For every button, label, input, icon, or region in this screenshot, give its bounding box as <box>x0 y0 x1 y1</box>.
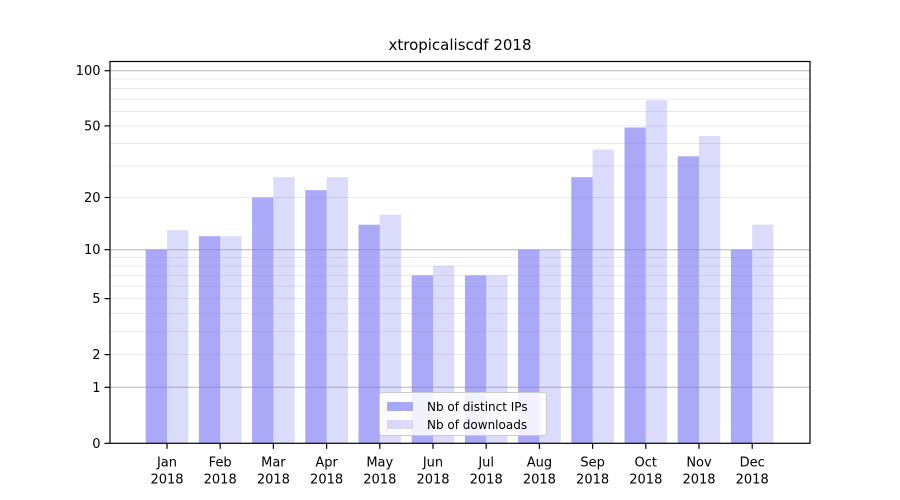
bar-distinct-ips-apr <box>305 190 327 444</box>
bar-distinct-ips-oct <box>624 127 646 444</box>
bar-downloads-sep <box>592 149 614 444</box>
y-tick-label-10: 10 <box>84 243 101 258</box>
x-tick-label-month-apr: Apr <box>315 456 338 471</box>
legend-label-distinct-ips: Nb of distinct IPs <box>427 399 528 414</box>
bar-distinct-ips-sep <box>571 177 593 444</box>
bar-downloads-may <box>379 214 402 444</box>
bar-downloads-jan <box>167 230 189 444</box>
x-tick-label-month-mar: Mar <box>261 456 286 471</box>
x-tick-label-month-sep: Sep <box>580 456 605 471</box>
x-tick-label-month-jun: Jun <box>422 456 443 471</box>
bar-downloads-feb <box>220 236 242 444</box>
y-tick-label-0: 0 <box>92 437 100 452</box>
x-tick-label-month-feb: Feb <box>209 456 232 471</box>
x-tick-label-month-dec: Dec <box>740 456 765 471</box>
bar-downloads-nov <box>699 136 721 444</box>
legend-swatch-distinct-ips <box>387 401 413 412</box>
x-tick-label-year-oct: 2018 <box>629 473 662 488</box>
x-tick-label-month-nov: Nov <box>686 456 712 471</box>
x-tick-label-month-jul: Jul <box>477 456 494 471</box>
x-tick-label-year-sep: 2018 <box>576 473 609 488</box>
x-tick-label-month-may: May <box>366 456 393 471</box>
x-tick-label-year-apr: 2018 <box>310 473 343 488</box>
bar-distinct-ips-dec <box>730 249 753 444</box>
y-tick-label-1: 1 <box>92 381 100 396</box>
x-tick-label-year-mar: 2018 <box>257 473 290 488</box>
x-tick-label-year-jan: 2018 <box>150 473 183 488</box>
axes-spines <box>109 60 811 444</box>
x-tick-label-month-jan: Jan <box>156 456 177 471</box>
x-tick-label-year-nov: 2018 <box>682 473 715 488</box>
bar-distinct-ips-may <box>358 224 380 444</box>
x-tick-label-year-may: 2018 <box>363 473 396 488</box>
y-tick-label-50: 50 <box>84 119 101 134</box>
x-tick-label-year-jul: 2018 <box>470 473 503 488</box>
bar-downloads-dec <box>752 224 774 444</box>
legend-item-distinct-ips: Nb of distinct IPs <box>387 399 537 414</box>
x-tick-label-year-feb: 2018 <box>204 473 237 488</box>
x-tick-label-year-aug: 2018 <box>523 473 556 488</box>
bar-downloads-mar <box>273 177 295 444</box>
y-tick-label-5: 5 <box>92 292 100 307</box>
bar-distinct-ips-jan <box>145 249 167 444</box>
bar-distinct-ips-feb <box>198 236 221 444</box>
legend-item-downloads: Nb of downloads <box>387 417 537 432</box>
x-tick-label-year-dec: 2018 <box>736 473 769 488</box>
y-tick-label-100: 100 <box>76 64 101 79</box>
legend-swatch-downloads <box>387 419 413 430</box>
bar-downloads-apr <box>326 177 348 444</box>
bar-downloads-oct <box>645 100 668 444</box>
y-tick-label-20: 20 <box>84 191 101 206</box>
legend-label-downloads: Nb of downloads <box>427 417 528 432</box>
x-tick-label-year-jun: 2018 <box>416 473 449 488</box>
bar-distinct-ips-nov <box>677 156 699 444</box>
x-tick-label-month-aug: Aug <box>527 456 552 471</box>
y-tick-label-2: 2 <box>92 348 100 363</box>
x-tick-label-month-oct: Oct <box>635 456 657 471</box>
chart-title: xtropicaliscdf 2018 <box>388 36 532 54</box>
legend: Nb of distinct IPs Nb of downloads <box>379 392 547 436</box>
bar-distinct-ips-mar <box>252 197 274 444</box>
